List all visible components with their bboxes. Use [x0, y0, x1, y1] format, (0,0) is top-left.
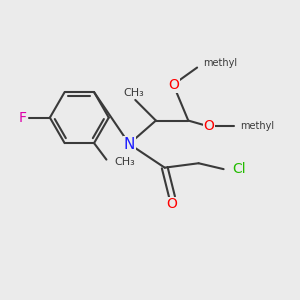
- Text: F: F: [19, 111, 27, 124]
- Text: N: N: [124, 136, 135, 152]
- Text: CH₃: CH₃: [123, 88, 144, 98]
- Text: Cl: Cl: [232, 162, 245, 176]
- Text: methyl: methyl: [240, 122, 274, 131]
- Text: O: O: [168, 78, 179, 92]
- Text: methyl: methyl: [203, 58, 237, 68]
- Text: O: O: [167, 197, 178, 212]
- Text: O: O: [203, 119, 214, 134]
- Text: CH₃: CH₃: [115, 157, 135, 167]
